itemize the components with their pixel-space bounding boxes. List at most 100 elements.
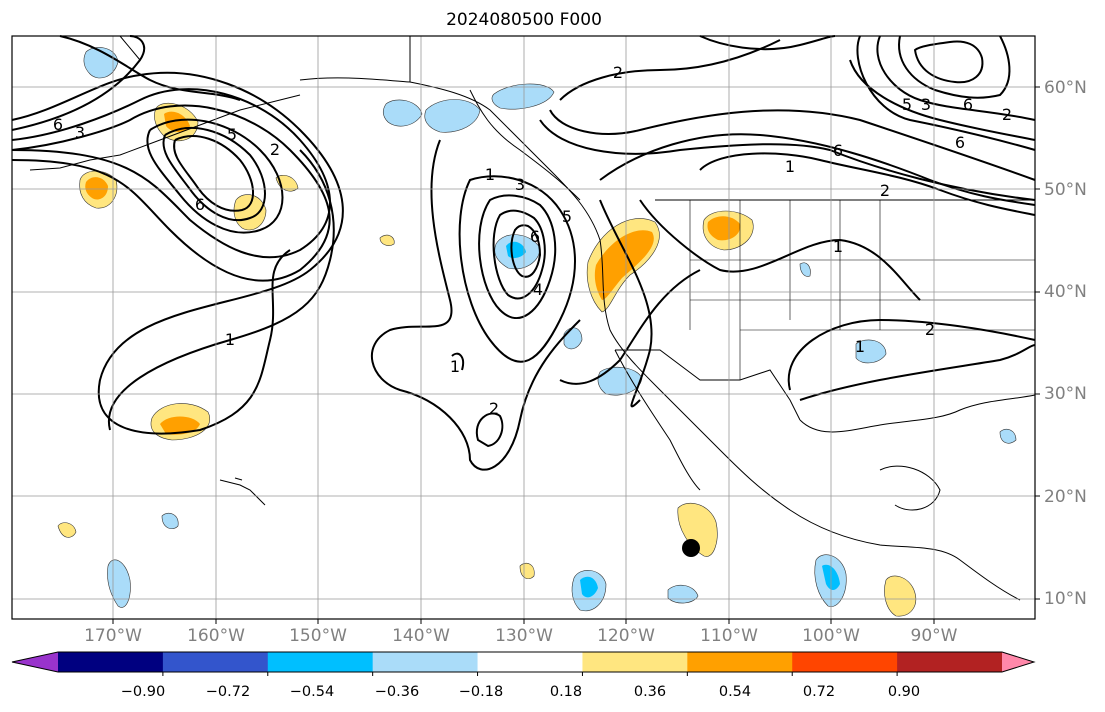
contour-label: 2 <box>613 63 623 82</box>
coastlines <box>29 35 1036 601</box>
contour-w3 <box>146 118 284 234</box>
gulf-coast <box>799 394 1036 433</box>
contour-label: 1 <box>833 237 843 256</box>
contour-label: 2 <box>925 320 935 339</box>
contour-label: 2 <box>880 181 890 200</box>
colorbar-outline <box>11 651 1036 673</box>
blob-pos-9 <box>884 575 916 617</box>
colorbar-tick: −0.72 <box>205 684 251 700</box>
contour-tr5 <box>849 59 1036 141</box>
storm-center-marker <box>682 539 700 557</box>
contour-n2 <box>559 39 781 101</box>
contour-1-big <box>107 149 335 431</box>
contour-label: 6 <box>955 133 965 152</box>
colorbar-segment <box>582 652 688 672</box>
blob-neg-9-core <box>580 576 598 598</box>
colorbar <box>11 651 1036 676</box>
contour-n4 <box>699 152 1036 216</box>
blob-neg-1 <box>424 99 481 133</box>
contour-label: 2 <box>270 140 280 159</box>
contour-w1 <box>11 104 331 282</box>
contour-top1 <box>699 35 836 51</box>
na-coast <box>409 36 1021 601</box>
contour-tr3 <box>913 40 984 84</box>
alaska <box>119 35 411 83</box>
contour-c-tiny <box>451 352 464 371</box>
lon-label: 170°W <box>84 626 142 646</box>
contour-lines <box>11 35 1036 471</box>
contour-label: 2 <box>489 399 499 418</box>
aleutians <box>29 94 301 171</box>
contour-w-outer <box>11 71 344 435</box>
lat-label: 20°N <box>1044 487 1087 507</box>
contour-tl1 <box>11 35 146 131</box>
lat-label: 60°N <box>1044 78 1087 98</box>
contour-label: 3 <box>75 123 85 142</box>
blob-pos-10 <box>57 522 77 538</box>
colorbar-tick: −0.54 <box>289 684 335 700</box>
blob-pos-11 <box>519 563 535 579</box>
lat-label: 50°N <box>1044 180 1087 200</box>
positive-anomalies <box>57 102 916 617</box>
contour-w4 <box>162 127 266 222</box>
contour-tr2 <box>898 35 1011 99</box>
contour-n5 <box>599 133 1036 206</box>
baja <box>614 349 701 491</box>
lon-label: 130°W <box>495 626 553 646</box>
map-title: 2024080500 F000 <box>446 10 602 30</box>
contour-label: 1 <box>225 330 235 349</box>
contour-c3 <box>478 194 557 320</box>
blob-neg-12 <box>667 584 699 604</box>
blob-pos-1-core <box>594 230 654 300</box>
blob-neg-14 <box>999 428 1017 444</box>
contour-c4 <box>492 209 546 300</box>
lat-label: 10°N <box>1044 589 1087 609</box>
contour-label: 5 <box>227 125 237 144</box>
lon-label: 140°W <box>392 626 450 646</box>
colorbar-tick: 0.54 <box>718 684 752 700</box>
contour-label: 5 <box>562 207 572 226</box>
contour-n3 <box>549 109 1036 181</box>
lon-label: 160°W <box>187 626 245 646</box>
lat-label: 40°N <box>1044 282 1087 302</box>
colorbar-segment <box>897 652 1003 672</box>
contour-c-small <box>475 412 504 448</box>
colorbar-segment <box>792 652 898 672</box>
contour-n1 <box>539 119 1036 201</box>
contour-label: 6 <box>833 141 843 160</box>
contour-label: 2 <box>1002 105 1012 124</box>
contour-label: 3 <box>921 95 931 114</box>
contour-tr1 <box>876 35 1036 121</box>
blob-pos-4-core <box>85 177 108 200</box>
lon-label: 120°W <box>597 626 655 646</box>
contour-label: 6 <box>53 115 63 134</box>
blob-pos-5-core <box>164 111 190 132</box>
lon-label: 90°W <box>910 626 958 646</box>
blob-neg-3 <box>491 83 555 110</box>
colorbar-extend-low <box>12 652 58 672</box>
canada-west <box>469 89 581 201</box>
contour-label: 4 <box>533 280 543 299</box>
colorbar-segment <box>58 652 164 672</box>
states-grid <box>689 200 1035 380</box>
lon-label: 110°W <box>700 626 758 646</box>
contour-tr4 <box>856 35 1036 151</box>
colorbar-segment <box>162 652 269 672</box>
contour-c1 <box>371 139 581 471</box>
colorbar-tick: −0.36 <box>374 684 420 700</box>
contour-label: 6 <box>530 227 540 246</box>
colorbar-segment <box>687 652 793 672</box>
blob-neg-13 <box>161 513 179 529</box>
contour-label: 6 <box>195 195 205 214</box>
hawaii <box>219 477 266 506</box>
contour-label: 6 <box>963 95 973 114</box>
contour-label: 3 <box>515 175 525 194</box>
colorbar-tick: 0.18 <box>549 684 583 700</box>
graticule <box>12 36 1035 619</box>
blob-pos-8 <box>677 502 718 557</box>
blob-pos-2-core <box>707 216 741 241</box>
contour-sw <box>559 269 701 385</box>
lon-label: 150°W <box>289 626 347 646</box>
